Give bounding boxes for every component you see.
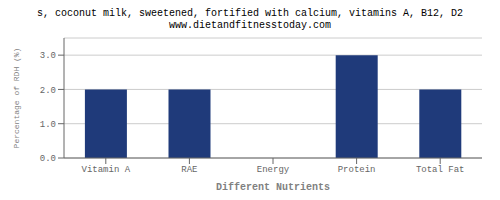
svg-text:0.0: 0.0 (40, 154, 56, 164)
svg-text:Protein: Protein (338, 165, 376, 175)
html-text:www.dietandfitnesstoday.com: www.dietandfitnesstoday.com (169, 20, 331, 31)
svg-text:Energy: Energy (257, 165, 290, 175)
svg-text:RAE: RAE (181, 165, 197, 175)
svg-text:Vitamin A: Vitamin A (81, 165, 130, 175)
svg-text:3.0: 3.0 (40, 51, 56, 61)
svg-text:Total Fat: Total Fat (416, 165, 465, 175)
svg-text:2.0: 2.0 (40, 86, 56, 96)
svg-text:Different Nutrients: Different Nutrients (216, 182, 330, 192)
html-text:s, coconut milk, sweetened, fo: s, coconut milk, sweetened, fortified wi… (37, 8, 463, 19)
svg-text:1.0: 1.0 (40, 120, 56, 130)
svg-text:Percentage of RDH (%): Percentage of RDH (%) (12, 48, 21, 149)
